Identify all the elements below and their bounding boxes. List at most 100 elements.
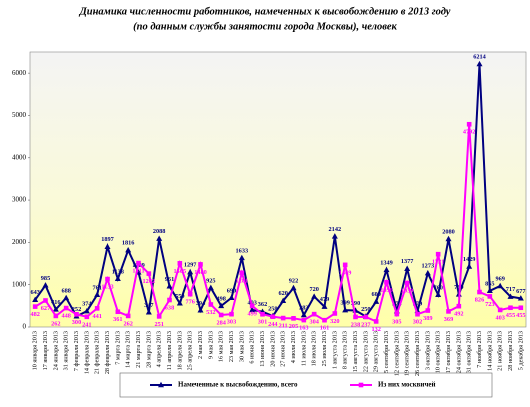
x-tick-label: 4 апреля 2013 bbox=[156, 331, 163, 367]
point-marker bbox=[425, 308, 431, 313]
data-label: 211 bbox=[279, 323, 288, 330]
data-label: 394 bbox=[196, 300, 206, 307]
data-label: 252 bbox=[72, 306, 81, 313]
point-marker bbox=[114, 275, 121, 282]
point-marker bbox=[125, 313, 131, 319]
point-marker bbox=[53, 313, 59, 319]
point-marker bbox=[280, 315, 286, 321]
data-label: 969 bbox=[495, 275, 504, 282]
data-label: 925 bbox=[206, 277, 215, 284]
data-label: 262 bbox=[51, 320, 60, 327]
point-marker bbox=[270, 314, 276, 319]
data-label: 303 bbox=[227, 319, 236, 326]
x-tick-label: 3 октября 2013 bbox=[424, 331, 431, 370]
data-label: 238 bbox=[351, 321, 360, 328]
data-label: 369 bbox=[444, 316, 453, 323]
data-label: 205 bbox=[289, 323, 298, 330]
data-label: 1897 bbox=[101, 236, 114, 243]
point-marker bbox=[456, 303, 462, 309]
data-label: 720 bbox=[309, 286, 318, 293]
point-marker bbox=[497, 307, 503, 313]
data-label: 374 bbox=[82, 301, 92, 308]
x-tick-label: 20 июня 2013 bbox=[269, 331, 276, 367]
x-tick-label: 7 ноября 2013 bbox=[476, 331, 483, 368]
x-tick-label: 18 апреля 2013 bbox=[176, 331, 183, 370]
data-label: 1273 bbox=[422, 263, 435, 270]
x-tick-label: 28 февраля 2013 bbox=[104, 331, 111, 374]
data-label: 559 bbox=[175, 293, 184, 300]
x-tick-label: 11 апреля 2013 bbox=[166, 331, 173, 370]
point-marker bbox=[249, 306, 256, 313]
data-label: 305 bbox=[392, 319, 401, 326]
x-tick-label: 23 мая 2013 bbox=[228, 331, 235, 362]
data-label: 1816 bbox=[122, 240, 135, 247]
x-tick-label: 27 июня 2013 bbox=[280, 331, 287, 367]
data-label: 132 bbox=[371, 326, 380, 333]
point-marker bbox=[207, 284, 214, 291]
series-line bbox=[34, 64, 521, 318]
point-marker bbox=[280, 297, 287, 303]
data-label: 961 bbox=[165, 276, 174, 283]
point-marker bbox=[435, 291, 442, 298]
data-label: 855 bbox=[485, 280, 494, 287]
data-label: 499 bbox=[247, 310, 256, 317]
x-tick-label: 30 мая 2013 bbox=[238, 331, 245, 362]
point-marker bbox=[477, 289, 482, 295]
data-label: 1133 bbox=[101, 284, 113, 291]
data-label: 347 bbox=[144, 302, 153, 309]
data-label: 826 bbox=[475, 297, 484, 304]
point-marker bbox=[424, 269, 431, 276]
point-marker bbox=[486, 287, 493, 294]
point-marker bbox=[83, 307, 90, 314]
data-label: 922 bbox=[289, 277, 298, 284]
point-marker bbox=[404, 280, 410, 286]
point-marker bbox=[466, 121, 472, 127]
x-tick-label: 25 июля 2013 bbox=[321, 331, 328, 366]
chart-subtitle: (по данным службы занятости города Москв… bbox=[133, 21, 397, 32]
x-tick-label: 14 ноября 2013 bbox=[486, 331, 493, 371]
data-label: 532 bbox=[206, 309, 215, 316]
data-label: 1377 bbox=[401, 258, 414, 265]
point-marker bbox=[32, 304, 38, 309]
point-marker bbox=[177, 261, 183, 266]
point-marker bbox=[331, 233, 338, 239]
x-tick-label: 8 августа 2013 bbox=[342, 331, 349, 369]
data-label: 677 bbox=[516, 288, 525, 295]
x-tick-label: 6 июня 2013 bbox=[249, 331, 256, 364]
x-tick-label: 17 октября 2013 bbox=[445, 331, 452, 373]
data-label: 250 bbox=[361, 306, 370, 313]
x-tick-label: 19 сентября 2013 bbox=[404, 331, 411, 376]
point-marker bbox=[187, 268, 194, 275]
data-label: 627 bbox=[41, 305, 50, 312]
point-marker bbox=[115, 309, 121, 315]
x-tick-label: 14 марта 2013 bbox=[125, 331, 132, 368]
data-label: 448 bbox=[61, 312, 70, 319]
point-marker bbox=[291, 316, 296, 321]
data-label: 723 bbox=[485, 301, 494, 308]
data-label: 361 bbox=[113, 316, 122, 323]
data-label: 761 bbox=[92, 284, 101, 291]
data-label: 498 bbox=[216, 295, 225, 302]
point-marker bbox=[415, 311, 420, 317]
x-tick-label: 31 октября 2013 bbox=[466, 331, 473, 373]
point-marker bbox=[105, 276, 110, 282]
point-marker bbox=[218, 312, 224, 318]
data-label: 643 bbox=[30, 289, 39, 296]
point-marker bbox=[383, 266, 390, 273]
point-marker bbox=[353, 314, 358, 320]
legend-marker bbox=[158, 381, 164, 388]
point-marker bbox=[466, 263, 473, 269]
point-marker bbox=[322, 317, 327, 323]
point-marker bbox=[218, 302, 225, 309]
x-tick-label: 9 мая 2013 bbox=[207, 331, 214, 359]
legend-label: Намеченные к высвобождению, всего bbox=[178, 381, 298, 389]
data-label: 455 bbox=[516, 312, 525, 319]
point-marker bbox=[497, 282, 504, 289]
point-marker bbox=[311, 293, 318, 299]
x-tick-label: 24 января 2013 bbox=[52, 331, 59, 370]
point-marker bbox=[208, 302, 214, 307]
x-tick-label: 21 ноября 2013 bbox=[497, 331, 504, 371]
data-label: 690 bbox=[227, 287, 236, 294]
x-tick-label: 11 июля 2013 bbox=[300, 331, 307, 366]
x-tick-label: 18 июля 2013 bbox=[311, 331, 318, 366]
